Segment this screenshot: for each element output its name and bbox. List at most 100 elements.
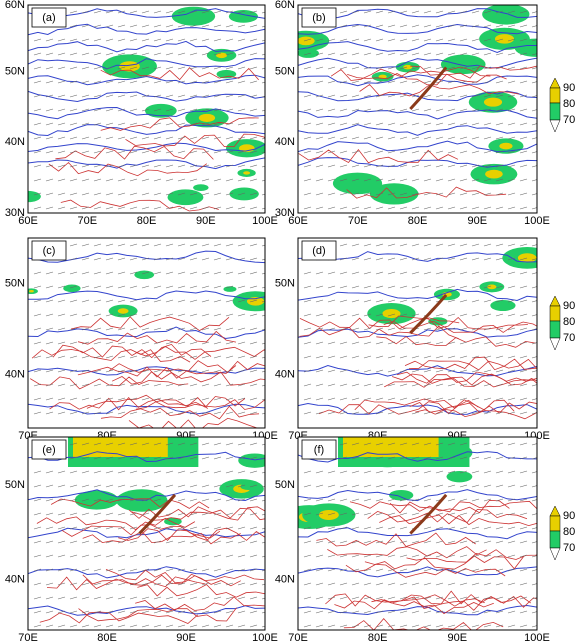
wind-barb [447,411,456,415]
wind-barb [375,596,384,600]
wind-barb [57,484,66,488]
wind-barb [435,610,444,614]
wind-barb [459,122,468,126]
wind-barb [303,498,312,502]
wind-barb [237,582,246,586]
wind-barb [33,540,42,544]
wind-barb [495,596,504,600]
wind-barb [57,122,66,126]
wind-barb [201,624,210,628]
wind-barb [435,313,444,317]
colorbar-segment [549,87,561,104]
wind-barb [327,540,336,544]
colorbar-segment [549,320,561,339]
wind-barb [363,313,372,317]
wind-barb [189,178,198,182]
wind-barb [375,243,384,247]
temperature-contour [111,371,265,386]
wind-barb [81,568,90,572]
wind-barb [225,554,234,558]
wind-barb [495,540,504,544]
wind-barb [303,271,312,275]
wind-barb [435,206,444,210]
wind-barb [531,314,537,317]
wind-barb [33,285,42,289]
wind-barb [93,456,102,460]
wind-barb [399,94,408,98]
wind-barb [69,257,78,261]
wind-barb [375,526,384,530]
wind-barb [141,178,150,182]
height-contour [28,451,265,463]
colorbar-tip [549,505,561,517]
wind-barb [471,10,480,14]
wind-barb [483,122,492,126]
wind-barb [531,81,537,84]
humidity-core [243,171,251,175]
wind-barb [351,526,360,530]
wind-barb [315,582,324,586]
wind-barb [69,52,78,56]
wind-barb [93,610,102,614]
wind-barb [33,383,42,387]
wind-barb [33,108,42,112]
wind-barb [261,300,265,303]
map-frame [27,237,266,429]
wind-barb [483,285,492,289]
wind-barb [471,624,480,628]
wind-barb [519,122,528,126]
x-tick-label: 100E [252,632,278,644]
wind-barb [339,178,348,182]
wind-barb [261,67,265,70]
wind-barb [411,610,420,614]
wind-barb [459,554,468,558]
height-contour [28,489,265,502]
wind-barb [201,299,210,303]
height-contour [298,23,537,35]
wind-barb [261,109,265,112]
wind-barb [153,484,162,488]
wind-barb [459,178,468,182]
wind-barb [423,136,432,140]
wind-barb [261,53,265,56]
humidity-core [483,97,503,107]
wind-barb [201,411,210,415]
wind-barb [57,355,66,359]
wind-barb [483,526,492,530]
wind-barb [69,369,78,373]
wind-barb [117,355,126,359]
wind-barb [261,244,265,247]
wind-barb [81,271,90,275]
wind-barb [261,370,265,373]
wind-barb [177,257,186,261]
wind-barb [69,554,78,558]
wind-barb [201,192,210,196]
wind-barb [165,355,174,359]
wind-barb [315,285,324,289]
wind-barb [327,369,336,373]
wind-barb [177,313,186,317]
wind-barb [189,122,198,126]
wind-barb [177,38,186,42]
wind-barb [423,383,432,387]
wind-barb [165,610,174,614]
wind-barb [423,610,432,614]
wind-barb [519,80,528,84]
wind-barb [261,286,265,289]
wind-barb [375,327,384,331]
wind-barb [249,512,258,516]
wind-barb [45,526,54,530]
wind-barb [459,383,468,387]
wind-barb [69,355,78,359]
wind-barb [177,341,186,345]
wind-barb [165,136,174,140]
wind-barb [93,442,102,446]
temperature-contour [415,408,537,420]
wind-barb [435,257,444,261]
wind-barb [399,38,408,42]
wind-barb [117,10,126,14]
wind-barb [483,327,492,331]
wind-barb [93,327,102,331]
wind-barb [495,341,504,345]
wind-barb [261,611,265,614]
